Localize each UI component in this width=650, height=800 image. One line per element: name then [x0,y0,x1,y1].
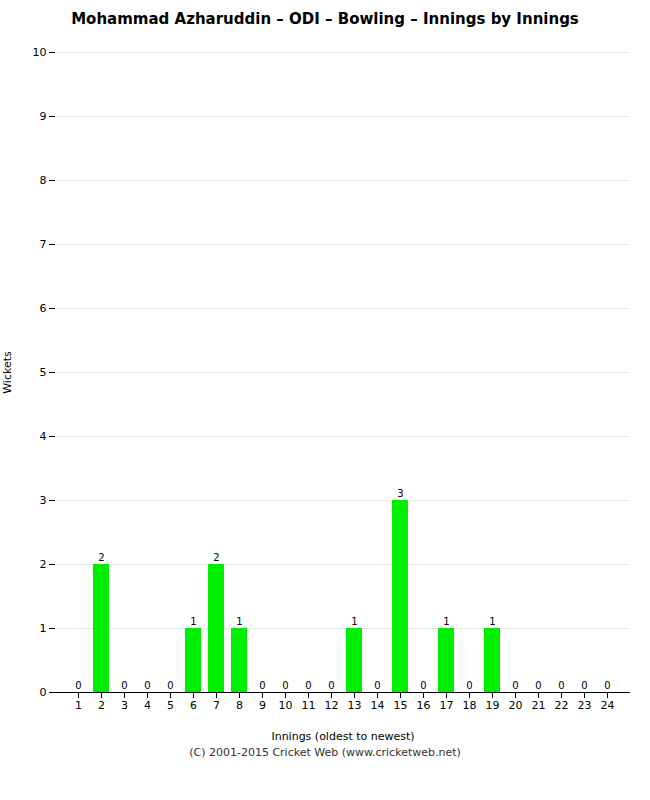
svg-text:6: 6 [190,699,197,712]
svg-text:0: 0 [581,680,587,691]
svg-text:19: 19 [486,699,500,712]
svg-text:18: 18 [463,699,477,712]
svg-text:2: 2 [40,558,47,571]
svg-text:23: 23 [578,699,592,712]
svg-text:1: 1 [489,616,495,627]
svg-text:8: 8 [40,174,47,187]
svg-text:6: 6 [40,302,47,315]
svg-text:0: 0 [420,680,426,691]
svg-text:21: 21 [532,699,546,712]
svg-text:10: 10 [279,699,293,712]
svg-text:5: 5 [167,699,174,712]
svg-text:Innings (oldest to newest): Innings (oldest to newest) [271,730,414,743]
svg-text:0: 0 [259,680,265,691]
svg-text:17: 17 [440,699,454,712]
svg-text:Wickets: Wickets [1,351,14,394]
svg-text:5: 5 [40,366,47,379]
svg-text:8: 8 [236,699,243,712]
svg-text:15: 15 [394,699,408,712]
svg-text:0: 0 [535,680,541,691]
html-text:Mohammad Azharuddin – ODI – Bo: Mohammad Azharuddin – ODI – Bowling – In… [71,10,579,28]
svg-text:0: 0 [282,680,288,691]
svg-text:4: 4 [144,699,151,712]
svg-text:9: 9 [40,110,47,123]
svg-text:0: 0 [466,680,472,691]
svg-text:11: 11 [302,699,316,712]
svg-text:1: 1 [443,616,449,627]
svg-text:1: 1 [351,616,357,627]
svg-text:0: 0 [144,680,150,691]
svg-text:12: 12 [325,699,339,712]
svg-text:0: 0 [121,680,127,691]
svg-text:1: 1 [40,622,47,635]
svg-text:14: 14 [371,699,385,712]
svg-text:7: 7 [213,699,220,712]
svg-text:1: 1 [236,616,242,627]
svg-text:20: 20 [509,699,523,712]
svg-text:22: 22 [555,699,569,712]
svg-text:0: 0 [512,680,518,691]
svg-text:1: 1 [75,699,82,712]
svg-text:2: 2 [213,552,219,563]
svg-text:0: 0 [604,680,610,691]
svg-text:3: 3 [40,494,47,507]
svg-text:0: 0 [558,680,564,691]
svg-text:24: 24 [601,699,615,712]
svg-text:10: 10 [33,46,47,59]
svg-text:0: 0 [40,686,47,699]
svg-text:3: 3 [121,699,128,712]
html-text:(C) 2001-2015 Cricket Web (www: (C) 2001-2015 Cricket Web (www.cricketwe… [189,746,461,759]
svg-text:7: 7 [40,238,47,251]
svg-text:13: 13 [348,699,362,712]
svg-text:2: 2 [98,552,104,563]
svg-text:2: 2 [98,699,105,712]
svg-text:1: 1 [190,616,196,627]
svg-text:16: 16 [417,699,431,712]
svg-text:0: 0 [167,680,173,691]
svg-text:4: 4 [40,430,47,443]
svg-text:3: 3 [397,488,403,499]
svg-text:0: 0 [374,680,380,691]
svg-text:0: 0 [328,680,334,691]
svg-text:9: 9 [259,699,266,712]
svg-text:0: 0 [305,680,311,691]
svg-text:0: 0 [75,680,81,691]
